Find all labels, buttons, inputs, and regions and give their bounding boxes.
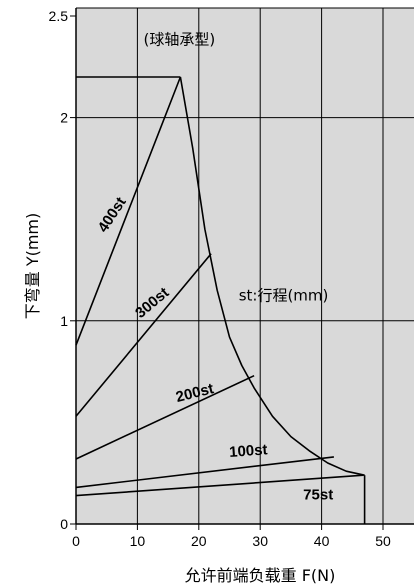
- tick-labels: 0 10 20 30 40 50 0 1 2 2.5: [49, 8, 391, 549]
- series-line-75st: [75, 474, 364, 497]
- x-tick-label-20: 20: [191, 533, 207, 549]
- series-line-200st: [75, 374, 255, 460]
- annotation-labels: 允许前端负载重 F(N)下弯量 Y(mm)75st100st200st300st…: [23, 30, 335, 585]
- annotation-0: (球轴承型): [144, 30, 216, 48]
- series-lines: [75, 76, 366, 524]
- series-label-75st: 75st: [303, 487, 333, 504]
- x-tick-label-40: 40: [314, 533, 330, 549]
- series-line-100st: [75, 456, 334, 489]
- x-tick-label-50: 50: [375, 533, 391, 549]
- plot-background: [76, 8, 414, 524]
- y-tick-label-0: 0: [60, 516, 68, 532]
- envelope-curve: [179, 76, 365, 476]
- grid-lines: [76, 8, 414, 524]
- series-line-400st: [75, 76, 182, 346]
- series-label-100st: 100st: [229, 441, 268, 461]
- x-tick-label-30: 30: [252, 533, 268, 549]
- y-tick-label-2.5: 2.5: [49, 8, 69, 24]
- x-tick-label-0: 0: [72, 533, 80, 549]
- plot-area: [76, 8, 414, 524]
- x-tick-label-10: 10: [130, 533, 146, 549]
- y-tick-label-2: 2: [60, 110, 68, 126]
- x-axis-title: 允许前端负载重 F(N): [185, 566, 336, 585]
- y-axis-title: 下弯量 Y(mm): [23, 213, 42, 320]
- y-tick-label-1: 1: [60, 313, 68, 329]
- axes: [70, 7, 414, 530]
- series-line-300st: [75, 253, 212, 417]
- annotation-1: st:行程(mm): [239, 286, 329, 304]
